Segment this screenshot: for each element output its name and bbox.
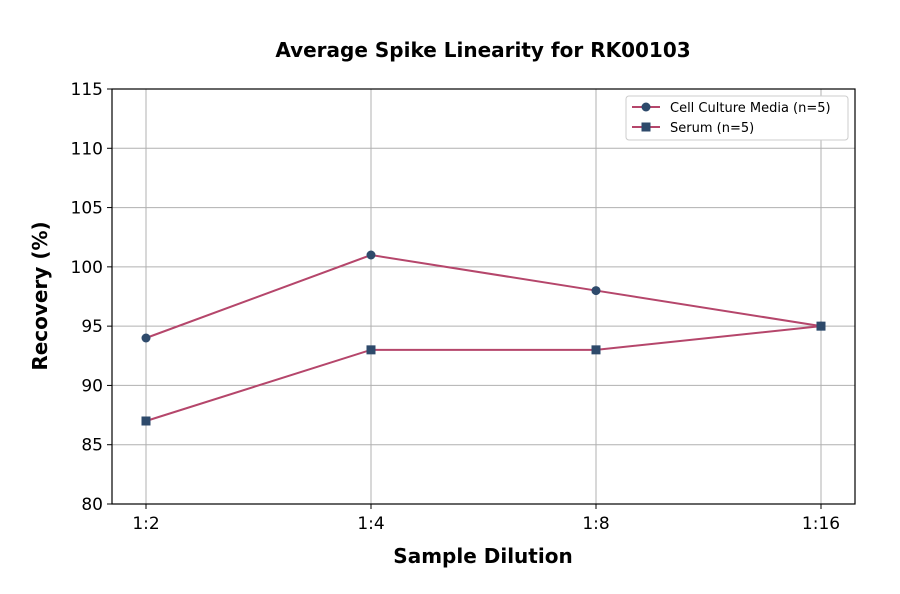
legend-marker-circle: [641, 102, 651, 112]
data-point-circle: [366, 250, 376, 260]
legend-label: Cell Culture Media (n=5): [670, 101, 831, 116]
legend-box: [625, 95, 849, 141]
x-tick-label: 1:4: [357, 514, 384, 534]
y-tick-label: 110: [71, 139, 103, 159]
y-tick-label: 80: [81, 495, 103, 515]
chart-title: Average Spike Linearity for RK00103: [275, 38, 690, 62]
y-tick-label: 115: [71, 80, 103, 100]
data-point-square: [591, 345, 601, 355]
y-tick-label: 100: [71, 258, 103, 278]
data-point-circle: [141, 333, 151, 343]
y-tick-label: 85: [81, 436, 103, 456]
y-axis-label: Recovery (%): [28, 221, 52, 370]
y-tick-label: 95: [81, 317, 103, 337]
y-tick-label: 105: [71, 199, 103, 219]
x-tick-label: 1:8: [582, 514, 609, 534]
x-tick-label: 1:16: [802, 514, 840, 534]
series-line: [145, 253, 822, 339]
data-point-circle: [591, 286, 601, 296]
y-tick-label: 90: [81, 376, 103, 396]
data-point-square: [141, 416, 151, 426]
data-point-square: [366, 345, 376, 355]
x-axis-label: Sample Dilution: [393, 544, 572, 568]
series-line: [145, 325, 822, 422]
data-point-square: [816, 321, 826, 331]
legend-label: Serum (n=5): [670, 121, 754, 136]
plot-frame: [111, 88, 856, 505]
legend-marker-square: [641, 122, 651, 132]
x-tick-label: 1:2: [132, 514, 159, 534]
